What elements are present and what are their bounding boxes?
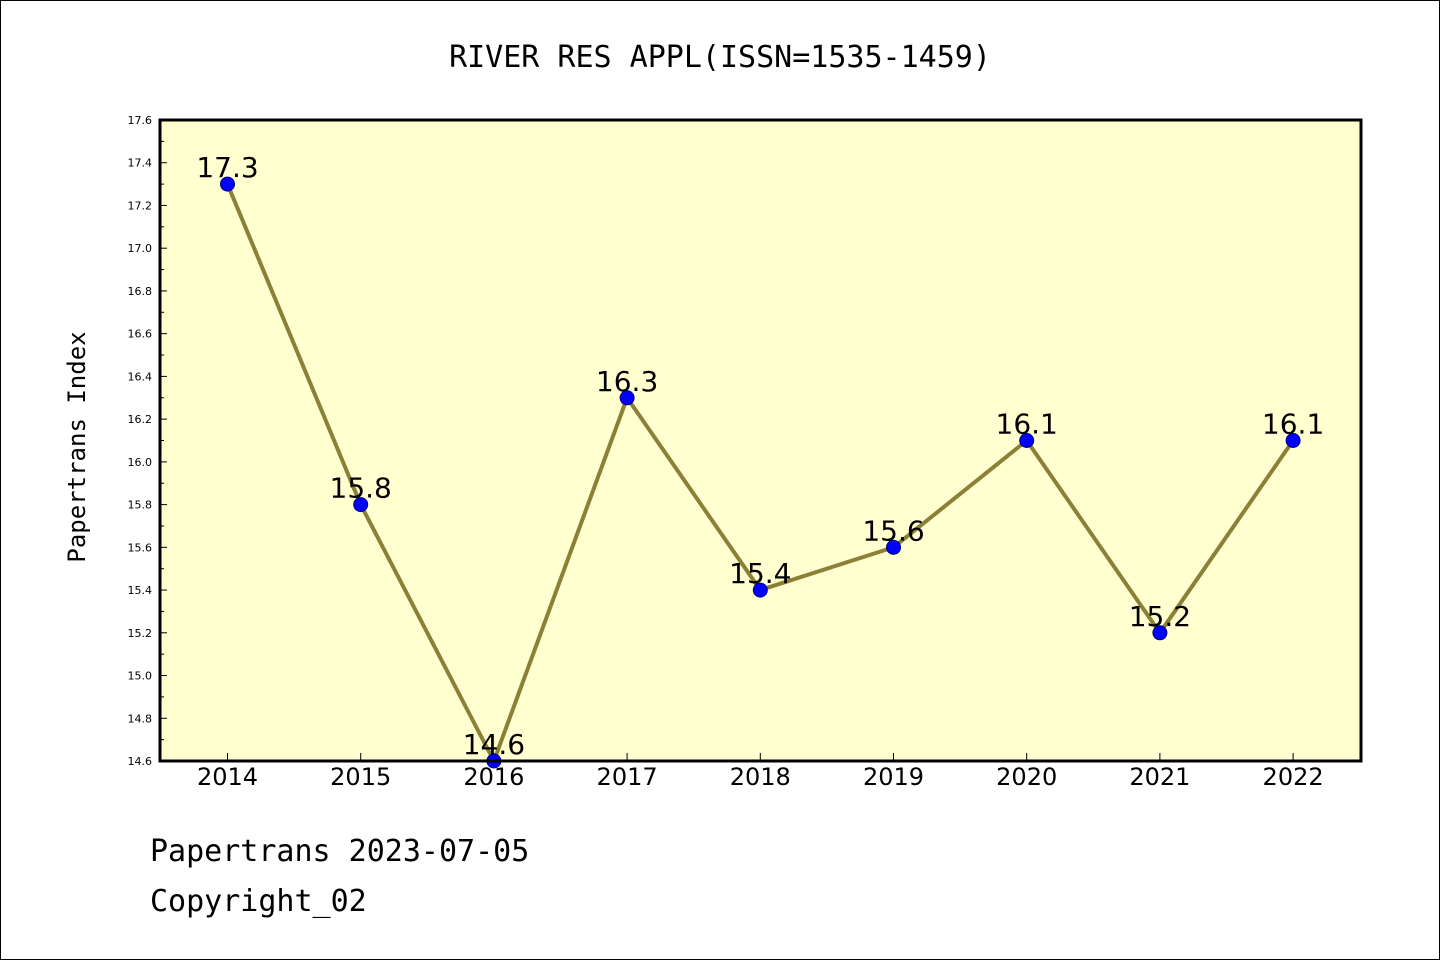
data-point bbox=[1285, 433, 1301, 448]
x-tick-label: 2019 bbox=[863, 763, 924, 791]
data-label: 17.3 bbox=[196, 151, 258, 184]
data-point bbox=[752, 582, 768, 598]
y-tick-label: 16.6 bbox=[128, 328, 153, 341]
data-label: 14.6 bbox=[463, 728, 525, 761]
y-tick-label: 15.4 bbox=[128, 584, 153, 597]
y-tick-label: 16.4 bbox=[128, 370, 153, 383]
data-point bbox=[1019, 433, 1035, 448]
y-tick-label: 17.4 bbox=[128, 157, 153, 170]
chart-title: RIVER RES APPL(ISSN=1535-1459) bbox=[449, 40, 991, 75]
data-label: 15.6 bbox=[862, 514, 924, 547]
data-label: 15.2 bbox=[1129, 600, 1191, 633]
x-tick-label: 2017 bbox=[597, 763, 658, 791]
x-tick-label: 2018 bbox=[730, 763, 791, 791]
data-point bbox=[353, 497, 369, 513]
data-label: 15.8 bbox=[330, 472, 392, 505]
footer-date-line: Papertrans 2023-07-05 bbox=[150, 834, 530, 869]
y-tick-label: 17.2 bbox=[128, 199, 153, 212]
y-tick-label: 15.6 bbox=[128, 541, 153, 554]
plot-area bbox=[160, 120, 1361, 761]
y-tick-label: 14.8 bbox=[128, 712, 153, 725]
x-tick-label: 2014 bbox=[197, 763, 258, 791]
data-label: 15.4 bbox=[729, 557, 791, 590]
plot-border bbox=[158, 118, 1363, 763]
y-tick-label: 15.0 bbox=[128, 670, 153, 683]
data-label: 16.3 bbox=[596, 365, 658, 398]
y-tick-label: 16.8 bbox=[128, 285, 153, 298]
y-tick-label: 17.0 bbox=[128, 242, 153, 255]
x-tick-label: 2020 bbox=[996, 763, 1057, 791]
y-tick-label: 17.6 bbox=[128, 114, 153, 127]
y-tick-label: 15.8 bbox=[128, 499, 153, 512]
y-tick-label: 14.6 bbox=[128, 755, 153, 768]
x-tick-label: 2015 bbox=[330, 763, 391, 791]
data-point bbox=[1152, 625, 1168, 641]
data-label: 16.1 bbox=[1262, 408, 1324, 441]
footer-copyright: Copyright_02 bbox=[150, 884, 367, 919]
y-tick-label: 16.0 bbox=[128, 456, 153, 469]
data-label: 16.1 bbox=[996, 408, 1058, 441]
y-tick-label: 15.2 bbox=[128, 627, 153, 640]
data-point bbox=[886, 539, 901, 555]
y-axis-label: Papertrans Index bbox=[63, 331, 91, 562]
x-tick-label: 2021 bbox=[1129, 763, 1190, 791]
y-tick-label: 16.2 bbox=[128, 413, 153, 426]
data-point bbox=[220, 176, 235, 192]
series-group: 17.3 15.8 14.6 16.3 15.4 15.6 16.1 15.2 16.1 bbox=[196, 151, 1324, 769]
data-point bbox=[619, 390, 635, 406]
x-tick-label: 2022 bbox=[1263, 763, 1324, 791]
x-axis: 2014 2015 2016 2017 2018 2019 2020 2021 2022 bbox=[197, 753, 1324, 791]
